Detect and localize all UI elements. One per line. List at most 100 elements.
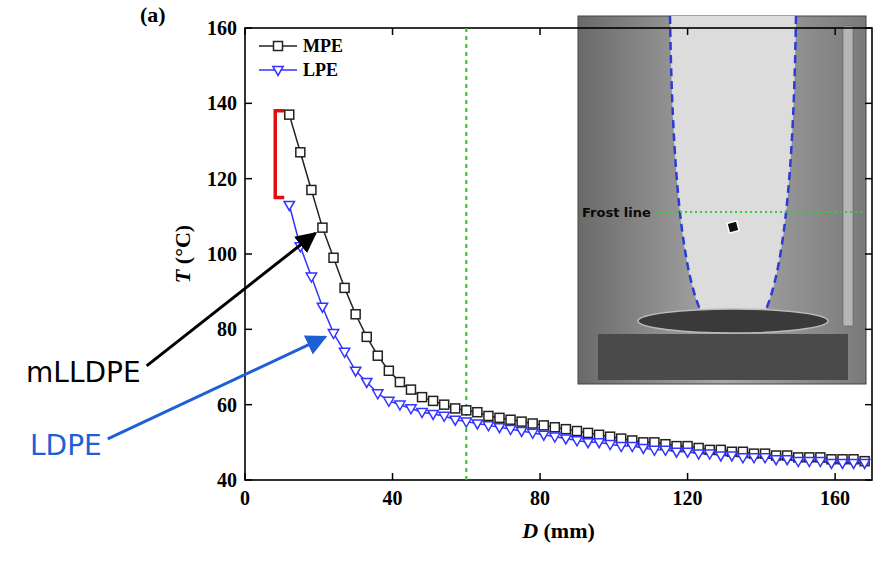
data-point <box>296 148 305 157</box>
ruler <box>843 26 853 326</box>
data-point <box>429 396 438 405</box>
data-point <box>605 441 615 450</box>
y-tick-label: 60 <box>217 394 237 416</box>
data-point <box>671 448 681 457</box>
data-point <box>406 385 415 394</box>
axis-title-unit: (°C) <box>170 225 195 270</box>
data-point <box>362 332 371 341</box>
y-tick-label: 80 <box>217 318 237 340</box>
data-point <box>528 419 537 428</box>
data-point <box>384 366 393 375</box>
y-tick-label: 100 <box>207 243 237 265</box>
data-point <box>506 415 515 424</box>
data-point <box>693 450 703 459</box>
bracket <box>275 111 284 198</box>
axis-title-unit: (mm) <box>538 518 595 543</box>
x-tick-label: 160 <box>820 487 850 509</box>
data-point <box>826 459 836 468</box>
data-point <box>572 427 581 436</box>
data-point <box>539 421 548 430</box>
x-tick <box>834 473 836 480</box>
legend-label: MPE <box>303 36 343 56</box>
annotation-arrow <box>108 337 326 439</box>
inset-frame <box>578 16 866 384</box>
x-tick <box>539 473 541 480</box>
data-point <box>472 420 482 429</box>
data-point <box>495 413 504 422</box>
series-line <box>289 115 864 462</box>
inset-label: Frost line <box>582 205 651 220</box>
data-point <box>572 437 582 446</box>
legend-marker <box>273 66 283 75</box>
data-point <box>782 456 792 465</box>
y-tick-label: 40 <box>217 469 237 491</box>
data-point <box>439 412 449 421</box>
data-point <box>473 408 482 417</box>
data-point <box>362 378 372 387</box>
y-tick <box>245 253 252 255</box>
plot-frame <box>245 28 872 480</box>
data-point <box>528 429 538 438</box>
data-point <box>583 439 593 448</box>
data-point <box>451 404 460 413</box>
data-point <box>406 405 416 414</box>
data-point <box>307 185 316 194</box>
data-point <box>395 401 405 410</box>
data-point <box>738 454 748 463</box>
panel-label: (a) <box>140 2 166 27</box>
annotation: LDPE <box>30 429 102 462</box>
x-tick <box>244 28 246 35</box>
data-point <box>462 406 471 415</box>
data-point <box>760 454 770 463</box>
bubble <box>670 16 796 316</box>
y-tick <box>865 404 872 406</box>
x-tick <box>834 28 836 35</box>
y-tick <box>245 103 252 105</box>
data-point <box>329 253 338 262</box>
y-tick <box>865 27 872 29</box>
y-tick-label: 120 <box>207 168 237 190</box>
data-point <box>317 303 327 312</box>
data-point <box>584 428 593 437</box>
y-tick <box>865 329 872 331</box>
data-point <box>285 110 294 119</box>
data-point <box>339 348 349 357</box>
data-point <box>373 351 382 360</box>
chart: Frost line04080120160406080100120140160D… <box>0 0 884 577</box>
data-point <box>595 430 604 439</box>
y-tick <box>245 329 252 331</box>
data-point <box>617 434 626 443</box>
data-point <box>351 310 360 319</box>
y-tick-label: 160 <box>207 17 237 39</box>
data-point <box>505 426 515 435</box>
data-point <box>561 435 571 444</box>
x-axis-title: D (mm) <box>521 518 595 543</box>
x-tick <box>687 473 689 480</box>
data-point <box>606 432 615 441</box>
data-point <box>660 446 670 455</box>
data-point <box>749 454 759 463</box>
data-point <box>517 417 526 426</box>
data-point <box>461 418 471 427</box>
x-tick <box>539 28 541 35</box>
data-point <box>440 400 449 409</box>
y-tick <box>865 479 872 481</box>
data-point <box>484 411 493 420</box>
y-tick <box>865 103 872 105</box>
y-axis-title: T (°C) <box>170 225 195 283</box>
die <box>638 309 828 333</box>
data-point <box>638 444 648 453</box>
data-point <box>727 452 737 461</box>
data-point <box>373 390 383 399</box>
data-point <box>328 330 338 339</box>
x-tick <box>687 28 689 35</box>
y-tick <box>865 178 872 180</box>
data-point <box>859 459 869 468</box>
data-point <box>616 443 626 452</box>
data-point <box>395 378 404 387</box>
data-point <box>483 422 493 431</box>
series-line <box>289 205 864 463</box>
data-point <box>340 283 349 292</box>
y-tick-label: 140 <box>207 92 237 114</box>
data-point <box>516 427 526 436</box>
